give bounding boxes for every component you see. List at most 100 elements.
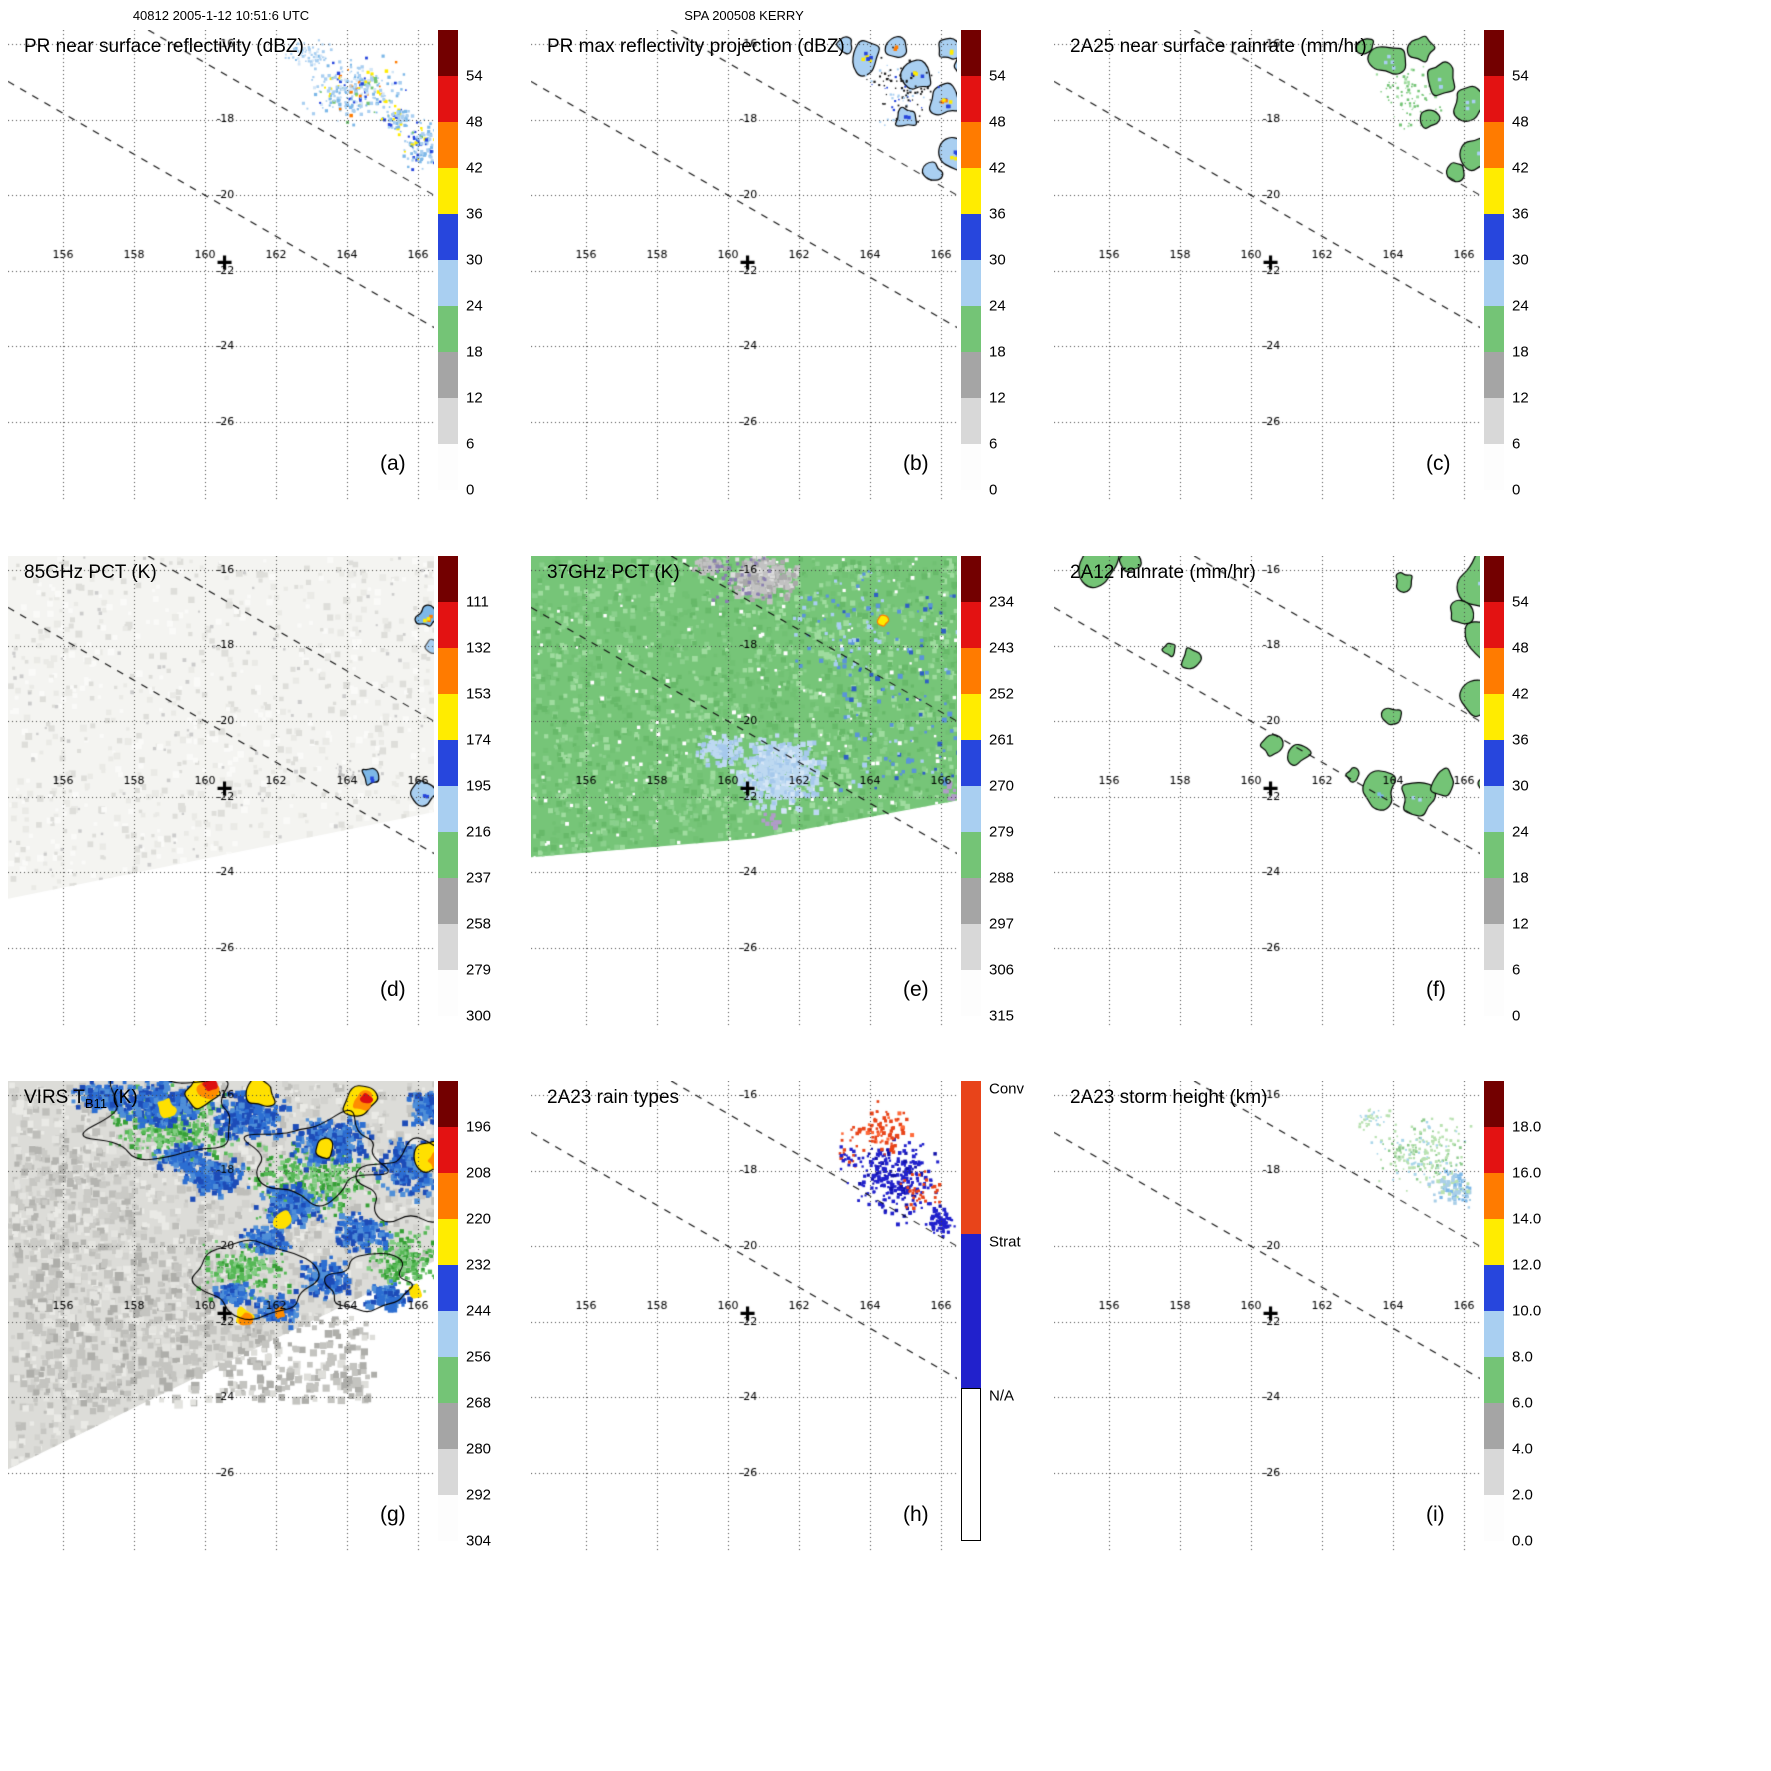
colorbar-tick: 24: [1512, 823, 1529, 841]
colorbar-tick: 132: [466, 639, 492, 657]
colorbar-segment: [961, 832, 981, 878]
map-canvas-a: [8, 30, 434, 500]
panel-letter-f: (f): [1426, 978, 1446, 1001]
colorbar-g: [438, 1081, 458, 1541]
colorbar-tick: 54: [1512, 593, 1529, 611]
colorbar-tick: 18: [466, 343, 483, 361]
colorbar-tick: 8.0: [1512, 1348, 1533, 1366]
colorbar-tick: 12: [1512, 389, 1529, 407]
panel-letter-e: (e): [903, 978, 929, 1001]
colorbar-tick: 261: [989, 731, 1015, 749]
panel-title-text: 85GHz PCT (K): [24, 562, 157, 583]
panel-title-i: 2A23 storm height (km): [1070, 1087, 1267, 1109]
colorbar-tick: 292: [466, 1486, 492, 1504]
colorbar-tick: 24: [466, 297, 483, 315]
colorbar-tick: 36: [466, 205, 483, 223]
panel-letter-c: (c): [1426, 452, 1451, 475]
colorbar-segment: [438, 648, 458, 694]
colorbar-tick: 48: [466, 113, 483, 131]
panel-letter-a: (a): [380, 452, 406, 475]
colorbar-segment: [1484, 76, 1504, 122]
colorbar-tick: 42: [1512, 685, 1529, 703]
colorbar-tick: 14.0: [1512, 1210, 1542, 1228]
colorbar-segment: [1484, 1081, 1504, 1127]
colorbar-segment: [961, 648, 981, 694]
colorbar-segment: [1484, 924, 1504, 970]
colorbar-tick: 54: [466, 67, 483, 85]
header-overpass-id: 40812 2005-1-12 10:51:6 UTC: [132, 8, 310, 23]
colorbar-segment: [1484, 786, 1504, 832]
colorbar-tick: 36: [989, 205, 1006, 223]
colorbar-tick: 243: [989, 639, 1015, 657]
colorbar-a: [438, 30, 458, 490]
colorbar-segment: [438, 122, 458, 168]
colorbar-tick: 288: [989, 869, 1015, 887]
colorbar-tick: 6: [989, 435, 998, 453]
colorbar-segment: [961, 970, 981, 1016]
colorbar-tick: 12.0: [1512, 1256, 1542, 1274]
colorbar-segment: [961, 444, 981, 490]
panel-title-text: 2A23 rain types: [547, 1087, 680, 1108]
colorbar-tick: 234: [989, 593, 1015, 611]
panel-title-d: 85GHz PCT (K): [24, 562, 157, 584]
colorbar-segment: [1484, 168, 1504, 214]
colorbar-tick: 111: [466, 593, 489, 611]
map-canvas-e: [531, 556, 957, 1026]
colorbar-segment: [438, 1311, 458, 1357]
colorbar-tick: 12: [1512, 915, 1529, 933]
colorbar-tick: 174: [466, 731, 492, 749]
colorbar-segment: [438, 1495, 458, 1541]
panel-b: PR max reflectivity projection (dBZ) (b) 5…: [531, 30, 1056, 515]
colorbar-segment: [961, 214, 981, 260]
colorbar-segment: [438, 602, 458, 648]
colorbar-segment: [961, 122, 981, 168]
colorbar-segment: [1484, 1311, 1504, 1357]
colorbar-tick: 12: [989, 389, 1006, 407]
colorbar-tick: 0.0: [1512, 1532, 1533, 1550]
colorbar-tick: 6: [1512, 961, 1521, 979]
colorbar-tick: 315: [989, 1007, 1015, 1025]
panel-title-text: PR near surface reflectivity (dBZ): [24, 36, 304, 57]
colorbar-segment: [438, 260, 458, 306]
colorbar-tick: 10.0: [1512, 1302, 1542, 1320]
panel-title-g: VIRS TB11 (K): [24, 1087, 138, 1111]
colorbar-segment: [438, 1449, 458, 1495]
colorbar-tick: 30: [466, 251, 483, 269]
colorbar-segment: [961, 694, 981, 740]
panel-title-subscript: B11: [84, 1095, 108, 1111]
colorbar-segment: [1484, 556, 1504, 602]
colorbar-segment: [438, 786, 458, 832]
colorbar-tick: 54: [989, 67, 1006, 85]
colorbar-tick: 268: [466, 1394, 492, 1412]
colorbar-segment: [438, 694, 458, 740]
colorbar-segment: [961, 30, 981, 76]
colorbar-segment: [438, 1127, 458, 1173]
colorbar-segment: [1484, 1403, 1504, 1449]
colorbar-tick: 24: [989, 297, 1006, 315]
colorbar-segment: [1484, 444, 1504, 490]
panel-title-text: VIRS T: [24, 1087, 85, 1108]
colorbar-tick: 18.0: [1512, 1118, 1542, 1136]
colorbar-tick: 12: [466, 389, 483, 407]
panel-title-text: 2A25 near surface rainrate (mm/hr): [1070, 36, 1367, 57]
panel-title-text: 37GHz PCT (K): [547, 562, 680, 583]
colorbar-tick: 4.0: [1512, 1440, 1533, 1458]
colorbar-tick: 0: [466, 481, 475, 499]
colorbar-segment: [1484, 352, 1504, 398]
colorbar-segment: [438, 832, 458, 878]
colorbar-tick: 258: [466, 915, 492, 933]
colorbar-segment: [1484, 122, 1504, 168]
colorbar-tick: 42: [1512, 159, 1529, 177]
colorbar-tick: 196: [466, 1118, 492, 1136]
colorbar-tick: 300: [466, 1007, 492, 1025]
colorbar-segment: [961, 352, 981, 398]
colorbar-tick: 244: [466, 1302, 492, 1320]
colorbar-e: [961, 556, 981, 1016]
colorbar-tick: 48: [989, 113, 1006, 131]
colorbar-i: [1484, 1081, 1504, 1541]
colorbar-segment: [1484, 602, 1504, 648]
colorbar-segment: [438, 924, 458, 970]
colorbar-segment: [438, 398, 458, 444]
colorbar-segment: [1484, 30, 1504, 76]
panel-title-post: (K): [107, 1087, 138, 1108]
